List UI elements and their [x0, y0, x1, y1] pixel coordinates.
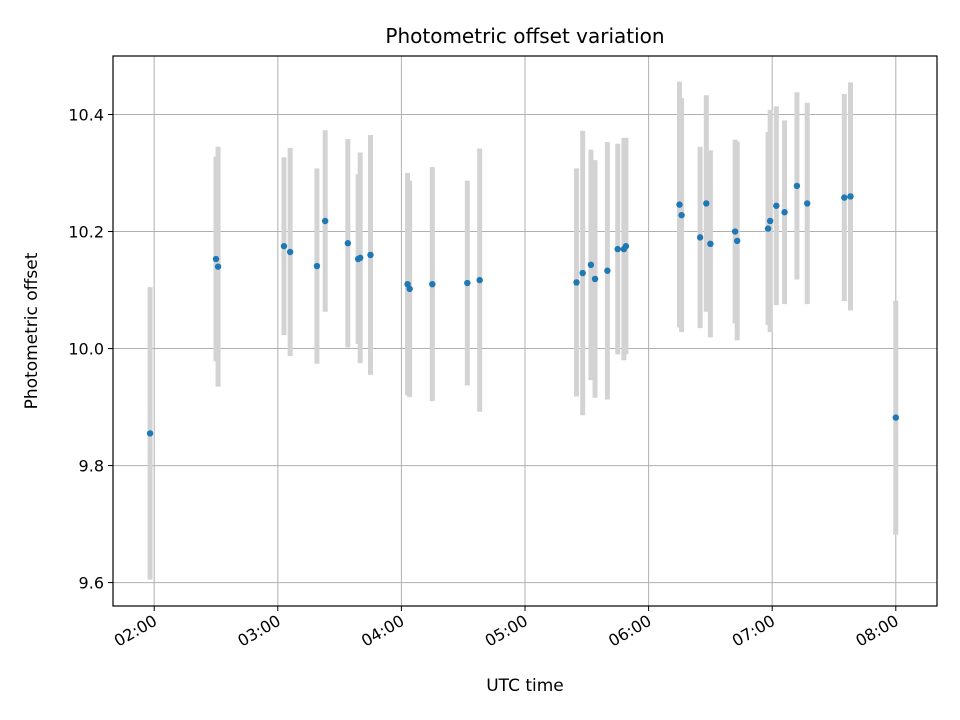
data-point	[280, 242, 288, 250]
data-point	[406, 285, 413, 293]
data-point	[321, 217, 329, 225]
data-point	[766, 217, 774, 225]
data-point	[573, 279, 580, 286]
y-tick-label: 10.4	[68, 106, 104, 125]
y-tick-label: 10.2	[68, 223, 104, 242]
x-axis-title: UTC time	[486, 676, 564, 696]
data-point	[847, 193, 854, 200]
data-point	[464, 279, 471, 287]
y-axis-title: Photometric offset	[22, 252, 42, 409]
x-tick-label: 04:00	[358, 611, 407, 651]
errorbars	[147, 81, 899, 580]
data-point	[313, 262, 321, 270]
data-point	[212, 255, 220, 263]
data-point	[703, 200, 710, 207]
data-point	[344, 240, 352, 247]
data-point	[841, 194, 848, 201]
data-point	[604, 267, 611, 274]
data-point	[696, 234, 704, 241]
data-point	[357, 254, 364, 262]
data-point	[892, 414, 899, 421]
data-point	[614, 245, 621, 253]
data-point	[214, 263, 222, 270]
data-point	[773, 202, 780, 209]
x-tick-label: 02:00	[111, 611, 160, 651]
data-points	[146, 182, 899, 437]
data-point	[676, 201, 683, 208]
data-point	[781, 209, 788, 216]
data-point	[764, 225, 772, 232]
y-tick-label: 9.8	[79, 457, 104, 476]
data-point	[429, 280, 436, 288]
data-point	[731, 228, 739, 235]
data-point	[476, 276, 483, 284]
data-point	[733, 237, 741, 245]
data-point	[591, 275, 599, 283]
x-tick-label: 06:00	[605, 611, 654, 651]
grid	[113, 56, 937, 606]
data-point	[146, 430, 154, 437]
x-tick-label: 05:00	[482, 611, 531, 651]
y-tick-label: 9.6	[79, 574, 104, 593]
data-point	[286, 248, 294, 256]
data-point	[793, 182, 801, 190]
data-point	[678, 211, 685, 219]
chart-title: Photometric offset variation	[385, 24, 664, 48]
data-point	[367, 251, 374, 259]
y-tick-label: 10.0	[68, 340, 104, 359]
data-point	[587, 261, 595, 269]
x-tick-label: 07:00	[729, 611, 778, 651]
data-point	[579, 269, 586, 277]
x-tick-label: 08:00	[852, 611, 901, 651]
data-point	[622, 242, 630, 250]
x-tick-label: 03:00	[234, 611, 283, 651]
data-point	[707, 240, 714, 248]
data-point	[804, 200, 811, 207]
